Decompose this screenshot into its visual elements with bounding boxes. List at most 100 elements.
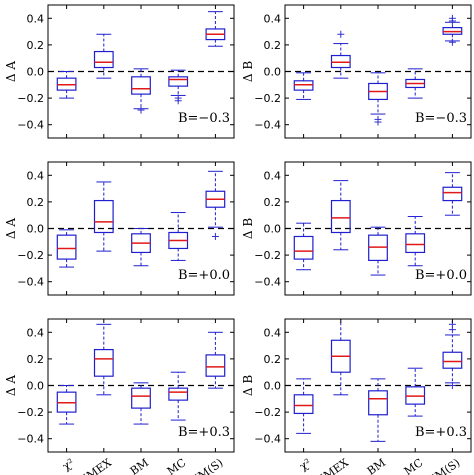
panel-annotation: B=+0.3: [178, 425, 230, 440]
outlier-marker: [448, 38, 456, 46]
box-3: [131, 68, 151, 114]
iqr-box: [56, 234, 77, 260]
plot-area: [285, 14, 471, 126]
box-2: [330, 30, 351, 79]
y-tick-label: −0.2: [17, 92, 44, 105]
category-label: HM(S): [425, 456, 463, 475]
y-tick-label: 0.2: [27, 353, 45, 366]
iqr-box: [93, 348, 114, 377]
category-label: χ²: [297, 456, 314, 473]
panel-annotation: B=+0.3: [415, 425, 467, 440]
box-4: [168, 69, 189, 105]
box-5: [205, 331, 226, 389]
outlier-marker: [448, 17, 456, 25]
panel-1: 0.4 0.2 0.0 −0.2 −0.4 Δ A B=−0.3: [4, 4, 235, 139]
iqr-box: [293, 235, 314, 260]
box-4: [168, 212, 189, 261]
category-label: BM: [365, 456, 388, 475]
y-tick-label: 0.2: [264, 353, 282, 366]
iqr-box: [368, 390, 388, 416]
iqr-box: [131, 387, 151, 409]
category-label: MC: [402, 456, 426, 475]
panel-2: 0.4 0.2 0.0 −0.2 −0.4 Δ B B=−0.3: [241, 4, 472, 139]
box-5: [205, 11, 226, 47]
y-tick-label: −0.4: [17, 433, 44, 446]
box-4: [405, 68, 426, 99]
y-tick-label: 0.4: [264, 169, 282, 182]
outlier-marker: [137, 106, 145, 114]
iqr-box: [442, 351, 463, 369]
box-3: [131, 382, 151, 425]
y-tick-label: −0.2: [17, 249, 44, 262]
plot-area: [285, 172, 471, 276]
y-tick-label: 0.2: [27, 196, 45, 209]
box-2: [330, 180, 351, 251]
iqr-box: [168, 76, 189, 87]
category-label: SIMEX: [75, 456, 115, 475]
category-label: SIMEX: [312, 456, 352, 475]
iqr-box: [442, 186, 463, 202]
box-3: [368, 226, 388, 276]
box-1: [293, 222, 314, 271]
box-2: [93, 33, 114, 79]
iqr-box: [293, 394, 314, 415]
outlier-marker: [211, 232, 219, 240]
box-4: [405, 367, 426, 417]
y-tick-label: 0.0: [264, 66, 282, 79]
plot-area: [48, 323, 234, 425]
y-tick-label: 0.4: [27, 169, 45, 182]
y-tick-label: −0.2: [254, 92, 281, 105]
box-5: [442, 172, 463, 216]
y-axis-label: Δ A: [4, 218, 18, 239]
plot-area: [48, 170, 234, 268]
y-tick-label: 0.4: [264, 326, 282, 339]
y-tick-label: −0.2: [17, 406, 44, 419]
iqr-box: [93, 199, 114, 234]
plot-area: [48, 11, 234, 114]
outlier-marker: [374, 118, 382, 126]
panel-annotation: B=+0.0: [178, 268, 230, 283]
y-tick-label: −0.2: [254, 249, 281, 262]
panel-3: 0.4 0.2 0.0 −0.2 −0.4 Δ A B=+0.0: [4, 161, 235, 296]
box-5: [205, 170, 226, 240]
outlier-marker: [448, 382, 456, 389]
box-1: [293, 72, 314, 100]
y-tick-label: 0.0: [27, 66, 45, 79]
box-2: [93, 181, 114, 252]
iqr-box: [205, 354, 226, 377]
y-tick-label: −0.4: [17, 119, 44, 132]
y-axis-label: Δ A: [4, 375, 18, 396]
box-5: [442, 320, 463, 389]
category-label: HM(S): [188, 456, 226, 475]
outlier-marker: [174, 97, 182, 105]
y-tick-label: −0.4: [17, 276, 44, 289]
box-3: [368, 72, 388, 126]
box-1: [56, 229, 77, 268]
y-axis-label: Δ B: [241, 61, 255, 82]
y-tick-label: 0.0: [27, 223, 45, 236]
box-1: [56, 71, 77, 99]
box-1: [56, 385, 77, 425]
iqr-box: [93, 50, 114, 69]
y-tick-label: 0.4: [264, 12, 282, 25]
y-tick-label: 0.4: [27, 12, 45, 25]
y-tick-label: −0.4: [254, 433, 281, 446]
y-tick-label: 0.0: [264, 380, 282, 393]
category-label: BM: [128, 456, 151, 475]
iqr-box: [168, 387, 189, 401]
y-tick-label: −0.2: [254, 406, 281, 419]
outlier-marker: [448, 326, 456, 334]
y-axis-label: Δ B: [241, 375, 255, 396]
box-2: [330, 319, 351, 396]
box-5: [442, 14, 463, 46]
y-axis-label: Δ B: [241, 218, 255, 239]
iqr-box: [405, 233, 426, 254]
plot-area: [285, 319, 471, 442]
outlier-marker: [337, 30, 345, 38]
box-4: [168, 371, 189, 421]
box-3: [368, 378, 388, 442]
box-1: [293, 378, 314, 434]
panel-annotation: B=−0.3: [415, 111, 467, 126]
